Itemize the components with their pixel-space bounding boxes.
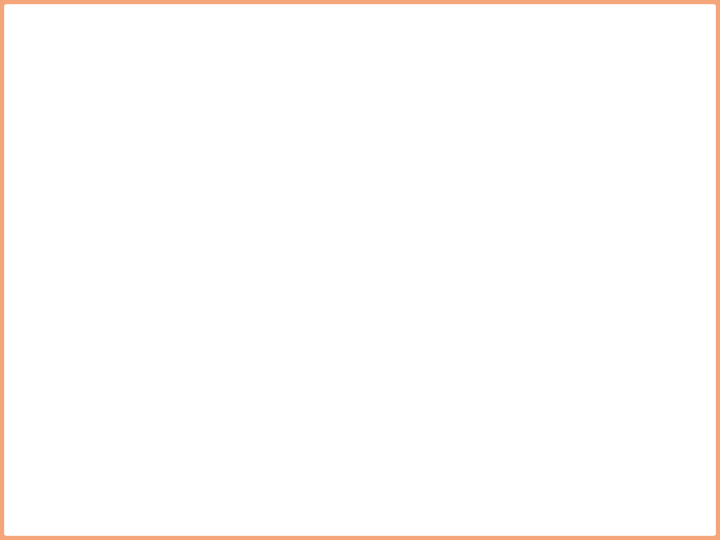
Circle shape [603, 478, 668, 529]
Text: The cables are described using codes as per the given
format: The cables are described using codes as … [63, 113, 595, 159]
Polygon shape [48, 255, 61, 269]
Text: Signaling type= baseband / broadband (b- baseband & B-
broadband): Signaling type= baseband / broadband (b-… [70, 297, 593, 340]
Polygon shape [48, 344, 61, 358]
Circle shape [41, 208, 50, 215]
Polygon shape [48, 295, 61, 309]
Text: N<Signaling type>-X: N<Signaling type>-X [63, 205, 390, 233]
Text: X- Unique specifier for cabling scheme: X- Unique specifier for cabling scheme [70, 346, 418, 363]
Text: CABLE STANDARDS: CABLE STANDARDS [49, 49, 377, 78]
Text: N= transfer rate in bits per second: N= transfer rate in bits per second [70, 256, 384, 274]
Text: DCC: DCC [624, 498, 647, 508]
Circle shape [606, 480, 665, 526]
Circle shape [41, 118, 50, 125]
